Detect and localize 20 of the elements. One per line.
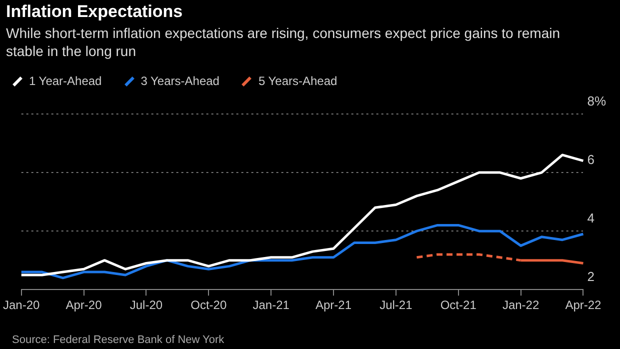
legend-label: 3 Years-Ahead — [140, 74, 220, 88]
legend-label: 5 Years-Ahead — [257, 74, 338, 88]
x-tick-label: Jan-20 — [2, 298, 40, 312]
y-tick-label: 6 — [587, 152, 594, 168]
x-tick-label: Jul-20 — [130, 298, 163, 312]
x-tick-label: Apr-22 — [565, 298, 602, 312]
y-tick-label: 2 — [587, 269, 594, 284]
x-tick-label: Oct-20 — [190, 298, 227, 312]
x-tick-label: Oct-21 — [440, 298, 477, 312]
x-tick-label: Jan-21 — [252, 298, 290, 312]
source-note: Source: Federal Reserve Bank of New York — [12, 334, 224, 346]
chart-subtitle: While short-term inflation expectations are rising, consumers expect price gains to remain stable in the long run — [6, 24, 562, 60]
legend-label: 1 Year-Ahead — [28, 74, 102, 88]
x-tick-label: Apr-21 — [315, 298, 352, 312]
x-tick-label: Jan-22 — [502, 298, 540, 312]
chart-title: Inflation Expectations — [6, 2, 183, 22]
x-tick-label: Apr-20 — [66, 298, 102, 312]
y-tick-label: 4 — [587, 210, 594, 226]
x-tick-label: Jul-21 — [380, 298, 413, 312]
y-tick-label: 8% — [587, 94, 606, 109]
